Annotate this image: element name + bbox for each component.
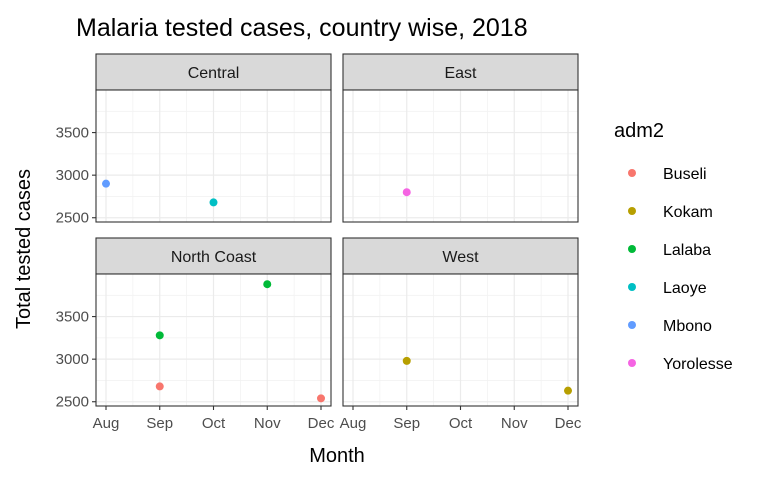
legend-key-kokam (628, 207, 636, 215)
facet-grid: Central 2500 3000 3500 East North Coast 2500 30… (56, 53, 582, 432)
x-tick-label: Aug (340, 415, 367, 432)
legend: adm2 Buseli Kokam Lalaba Laoye Mbono Yorolesse (614, 120, 733, 373)
facet-west: West Aug Sep Oct Nov Dec (340, 237, 582, 432)
data-point-buseli (317, 394, 325, 403)
legend-key-lalaba (628, 245, 636, 253)
x-tick-label: Sep (393, 415, 420, 432)
chart-title: Malaria tested cases, country wise, 2018 (76, 14, 528, 42)
legend-label: Kokam (663, 204, 713, 221)
data-point-buseli (155, 382, 164, 391)
legend-key-buseli (628, 169, 636, 177)
facet-strip (95, 53, 332, 91)
y-tick-label: 3500 (56, 125, 89, 142)
legend-label: Laoye (663, 280, 707, 297)
legend-item-yorolesse: Yorolesse (628, 356, 733, 373)
y-tick-label: 2500 (56, 210, 89, 227)
facet-strip (342, 237, 579, 275)
facet-strip-label: Central (188, 65, 240, 82)
y-tick-label: 2500 (56, 394, 89, 411)
data-point-laoye (209, 198, 218, 207)
legend-title: adm2 (614, 120, 664, 142)
data-point-yorolesse (402, 188, 411, 197)
y-axis-label: Total tested cases (13, 169, 35, 329)
panel-border (95, 89, 332, 223)
facet-strip-label: East (444, 65, 477, 82)
legend-item-kokam: Kokam (628, 204, 713, 221)
legend-label: Yorolesse (663, 356, 733, 373)
legend-item-lalaba: Lalaba (628, 242, 711, 259)
panel-border (342, 89, 579, 223)
x-tick-label: Dec (555, 415, 582, 432)
y-tick-label: 3000 (56, 167, 89, 184)
facet-north-coast: North Coast 2500 3000 3500 Aug Sep Oct Nov Dec (56, 237, 335, 432)
legend-item-mbono: Mbono (628, 318, 712, 335)
data-point-kokam (402, 356, 411, 365)
facet-strip-label: North Coast (171, 249, 257, 266)
legend-label: Buseli (663, 166, 707, 183)
data-point-lalaba (155, 331, 164, 340)
y-tick-label: 3500 (56, 309, 89, 326)
legend-label: Mbono (663, 318, 712, 335)
data-point-kokam (564, 386, 572, 395)
facet-east: East (342, 53, 579, 223)
legend-item-laoye: Laoye (628, 280, 707, 297)
facet-central: Central 2500 3000 3500 (56, 53, 332, 227)
facet-strip (342, 53, 579, 91)
x-axis-label: Month (309, 445, 365, 467)
x-tick-label: Nov (501, 415, 528, 432)
x-tick-label: Oct (202, 415, 226, 432)
x-tick-label: Aug (93, 415, 120, 432)
x-tick-label: Nov (254, 415, 281, 432)
x-tick-label: Oct (449, 415, 473, 432)
legend-key-mbono (628, 321, 636, 329)
data-point-mbono (102, 179, 110, 188)
legend-label: Lalaba (663, 242, 711, 259)
x-tick-label: Dec (308, 415, 335, 432)
legend-key-laoye (628, 283, 636, 291)
facet-strip-label: West (442, 249, 479, 266)
y-tick-label: 3000 (56, 351, 89, 368)
legend-key-yorolesse (628, 359, 636, 367)
legend-item-buseli: Buseli (628, 166, 707, 183)
data-point-lalaba (263, 280, 272, 289)
x-tick-label: Sep (146, 415, 173, 432)
facet-strip (95, 237, 332, 275)
